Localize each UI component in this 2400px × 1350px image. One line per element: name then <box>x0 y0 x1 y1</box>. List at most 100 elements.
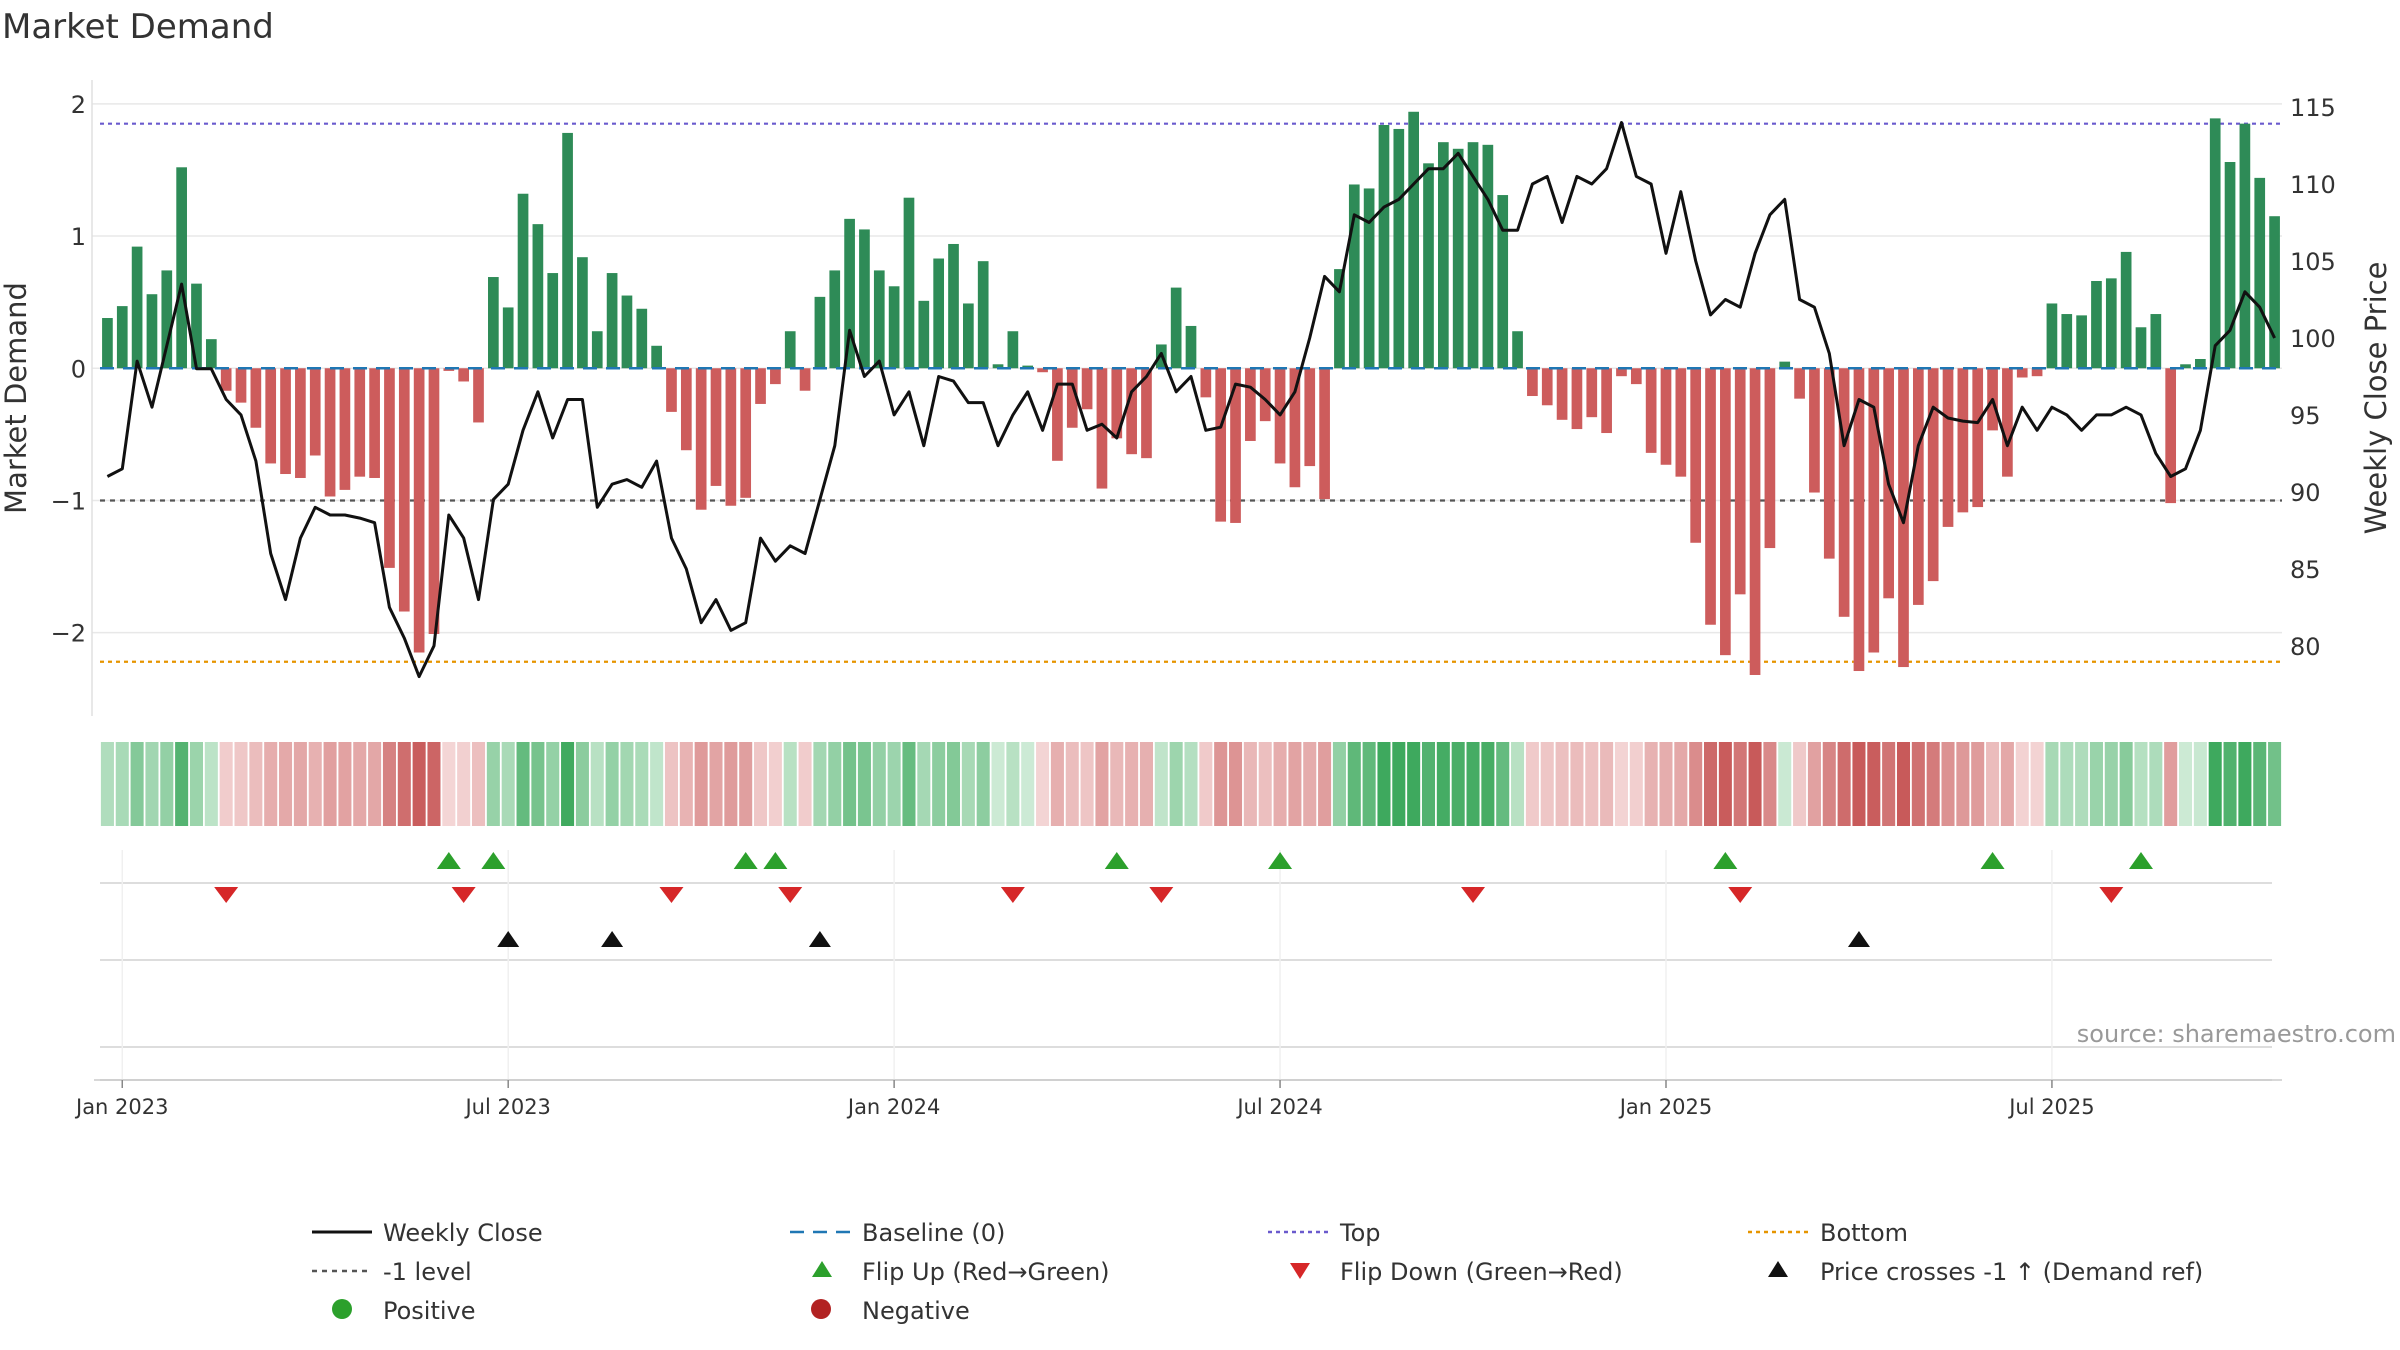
demand-bar <box>1052 368 1063 461</box>
strip-cell <box>2075 742 2089 826</box>
demand-bar <box>873 270 885 369</box>
strip-cell <box>2015 742 2029 826</box>
price-cross-marker <box>497 931 520 947</box>
strip-cell <box>1793 742 1807 826</box>
demand-bar <box>2105 278 2117 369</box>
demand-bar <box>591 331 603 369</box>
demand-bar <box>1571 368 1583 430</box>
y2-tick-label: 110 <box>2290 171 2336 199</box>
y2-tick-label: 100 <box>2290 325 2336 353</box>
weekly-close-series <box>106 121 2276 679</box>
strip-cell <box>279 742 293 826</box>
demand-bar <box>1927 368 1939 582</box>
demand-bar <box>1868 368 1880 653</box>
demand-bar <box>532 224 544 369</box>
legend-top: Top <box>1268 1219 1381 1247</box>
strip-cell <box>516 742 530 826</box>
strip-cell <box>2089 742 2103 826</box>
strip-cell <box>471 742 486 826</box>
legend-negative: Negative <box>811 1297 970 1325</box>
svg-text:Positive: Positive <box>383 1297 476 1325</box>
demand-bar <box>1794 368 1805 399</box>
y2-tick-label: 105 <box>2290 248 2336 276</box>
strip-cell <box>739 742 753 826</box>
svg-text:-1 level: -1 level <box>383 1258 472 1286</box>
strip-cell <box>1184 742 1198 826</box>
strip-cell <box>902 742 916 826</box>
demand-bar <box>1482 144 1494 369</box>
strip-cell <box>442 742 456 826</box>
demand-bar <box>1586 368 1598 418</box>
strip-cell <box>1392 742 1406 826</box>
demand-bar <box>369 368 380 478</box>
strip-cell <box>1243 742 1257 826</box>
strip-cell <box>175 742 189 826</box>
demand-bar <box>577 257 588 369</box>
demand-bar <box>770 368 781 385</box>
strip-cell <box>1125 742 1139 826</box>
x-tick-label: Jul 2023 <box>463 1095 550 1119</box>
demand-bar <box>1348 184 1360 369</box>
y2-tick-label: 85 <box>2290 556 2321 584</box>
demand-bar <box>2076 315 2087 369</box>
strip-cell <box>1644 742 1658 826</box>
strip-cell <box>1021 742 1035 826</box>
signal-row-grid <box>100 850 2272 1081</box>
demand-bar <box>651 345 662 369</box>
weekly-close-line <box>106 121 2276 679</box>
demand-bar <box>903 197 915 369</box>
strip-cell <box>1303 742 1317 826</box>
price-cross-marker <box>1847 931 1870 947</box>
demand-bar <box>2135 327 2147 369</box>
flip-up-marker <box>733 852 758 869</box>
demand-bar <box>1512 331 1523 369</box>
demand-bar <box>1853 368 1865 672</box>
flip-up-marker <box>1713 852 1738 869</box>
strip-cell <box>323 742 337 826</box>
demand-bar <box>517 193 529 369</box>
strip-cell <box>382 742 396 826</box>
y2-tick-label: 80 <box>2290 633 2321 661</box>
strip-cell <box>857 742 871 826</box>
demand-bar <box>814 296 826 369</box>
price-cross-marker <box>601 931 624 947</box>
legend-price-cross: Price crosses -1 ↑ (Demand ref) <box>1768 1258 2203 1286</box>
y-axis-label: Market Demand <box>0 282 33 514</box>
y-tick-label: 0 <box>71 355 86 383</box>
strip-cell <box>1229 742 1243 826</box>
demand-bar <box>547 273 559 369</box>
strip-cell <box>1199 742 1213 826</box>
flip-down-marker <box>1149 887 1174 903</box>
demand-bar <box>354 368 366 477</box>
demand-bar <box>1215 368 1227 522</box>
strip-cell <box>2193 742 2207 826</box>
right-y-axis-ticks: 115 110 105 100 95 90 85 80 <box>2290 94 2336 661</box>
strip-cell <box>397 742 411 826</box>
signal-markers <box>214 852 2153 947</box>
strip-cell <box>1629 742 1643 826</box>
demand-bar <box>1363 188 1375 369</box>
demand-bar <box>488 277 499 369</box>
demand-bar <box>502 307 514 369</box>
strip-cell <box>160 742 174 826</box>
demand-bar <box>324 368 336 497</box>
strip-cell <box>2060 742 2074 826</box>
strip-cell <box>2178 742 2193 826</box>
strip-cell <box>2104 742 2118 826</box>
strip-cell <box>946 742 961 826</box>
strip-cell <box>1318 742 1332 826</box>
demand-bar <box>1660 368 1672 465</box>
strip-cell <box>1926 742 1940 826</box>
flip-up-marker <box>1268 852 1293 869</box>
strip-cell <box>1689 742 1703 826</box>
demand-bar <box>933 258 945 369</box>
demand-bar <box>1809 368 1820 493</box>
strip-cell <box>2223 742 2237 826</box>
strip-cell <box>1941 742 1955 826</box>
strip-cell <box>754 742 768 826</box>
svg-text:Baseline (0): Baseline (0) <box>862 1219 1005 1247</box>
strip-cell <box>531 742 545 826</box>
demand-bar <box>1081 368 1093 410</box>
strip-cell <box>264 742 278 826</box>
flip-down-marker <box>214 887 239 903</box>
